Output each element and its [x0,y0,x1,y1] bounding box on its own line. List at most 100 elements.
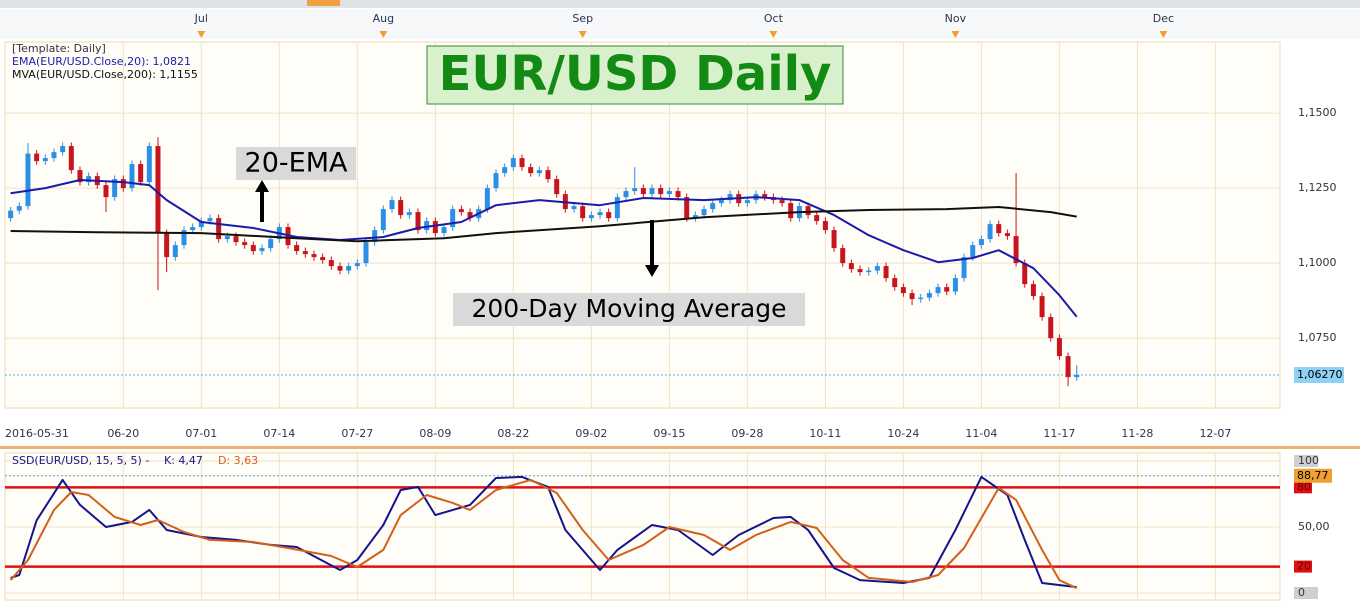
annotation-box [453,293,805,326]
x-tick-label: 07-14 [263,427,295,440]
candle-body [762,194,768,198]
candle-body [51,152,57,159]
candle-body [1004,233,1010,237]
candle-body [164,233,170,258]
candle-body [1056,338,1062,357]
candle-body [588,215,594,219]
y-tick-label: 50,00 [1298,520,1330,533]
candle-body [198,221,204,228]
x-tick-label: 06-20 [107,427,139,440]
candle-body [883,266,889,279]
candle-body [666,191,672,195]
month-marker [951,31,960,38]
marks [8,137,1080,590]
month-label: Oct [764,12,784,25]
candle-body [675,191,681,198]
candle-body [441,227,447,234]
candle-body [571,206,577,210]
month-label: Jul [194,12,208,25]
candle-body [320,257,326,261]
candle-body [458,209,464,213]
candle-body [1065,356,1071,378]
candle-body [840,248,846,264]
candle-body [944,287,950,292]
candle-body [398,200,404,216]
x-tick-label: 09-15 [653,427,685,440]
candle-body [112,179,118,198]
active-tab[interactable] [307,0,340,6]
candle-body [814,215,820,222]
line-series [9,478,1078,590]
legend-entry: EMA(EUR/USD.Close,20): 1,0821 [12,55,191,68]
candle-body [528,167,534,174]
candle-body [779,200,785,204]
legend-title: [Template: Daily] [12,42,106,55]
indicator-title: SSD(EUR/USD, 15, 5, 5) - [12,454,149,467]
month-marker [379,31,388,38]
chart-title: EUR/USD Daily [439,46,832,102]
candle-body [450,209,456,228]
arrow [645,220,659,277]
month-label: Nov [945,12,967,25]
candle-body [788,203,794,219]
candle-body [493,173,499,189]
candle-body [363,242,369,264]
candle-body [172,245,178,258]
candle-body [831,230,837,249]
x-tick-label: 10-24 [887,427,919,440]
candle-body [415,212,421,231]
candle-body [692,215,698,219]
toolbar [0,0,1360,8]
candle-body [16,206,22,211]
candle-body [1013,236,1019,264]
candle-body [710,203,716,210]
candle-body [207,218,213,222]
x-tick-label: 09-02 [575,427,607,440]
x-tick-label: 07-01 [185,427,217,440]
candle-body [874,266,880,271]
candle-body [467,212,473,219]
candle-body [640,188,646,195]
candle-body [857,269,863,273]
line-series [10,206,1077,243]
candle-body [60,146,66,153]
x-tick-label: 11-04 [965,427,997,440]
candle-body [294,245,300,252]
candle-body [250,245,256,252]
annotation-box [236,147,356,180]
candle-body [337,266,343,271]
candle-body [86,176,92,183]
title-box [426,45,844,105]
month-label: Aug [373,12,394,25]
x-tick-label: 08-22 [497,427,529,440]
y-tick-label: 0 [1298,586,1305,599]
candle-body [909,293,915,300]
candle-body [658,188,664,195]
candle-body [892,278,898,288]
candle-body [1074,375,1080,378]
candle-body [138,164,144,183]
candle-body [510,158,516,168]
candle-body [952,278,958,292]
candle-body [606,212,612,219]
candle-body [484,188,490,210]
y-tick-label: 1,1250 [1298,181,1337,194]
candle-body [866,270,872,273]
candle-body [926,293,932,298]
candle-body [129,164,135,189]
candle-body [432,221,438,234]
candle-body [623,191,629,198]
candle-body [632,188,638,192]
candle-body [684,197,690,219]
x-tick-label: 08-09 [419,427,451,440]
candle-body [502,167,508,174]
marker-label: 88,77 [1297,469,1329,482]
candle-body [961,257,967,279]
candle-body [744,200,750,204]
y-tick-label: 1,0750 [1298,331,1337,344]
candle-body [190,227,196,231]
candle-body [935,287,941,294]
y-tick-label: 1,1500 [1298,106,1337,119]
candle-body [68,146,74,171]
